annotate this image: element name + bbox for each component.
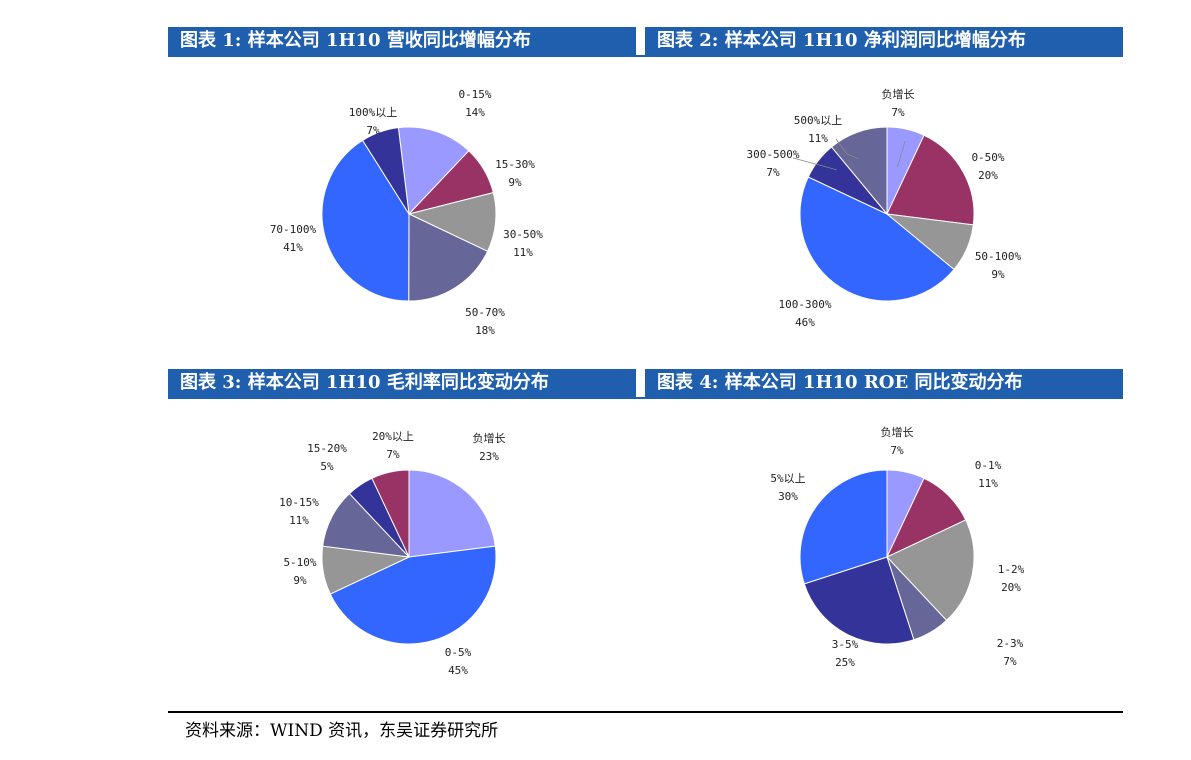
pie-4-slice-5-label: 3-5% — [832, 638, 859, 651]
pie-3-slice-4-pct: 11% — [289, 514, 309, 527]
pie-4-slice-1-label: 负增长 — [881, 425, 914, 439]
pie-4-slice-3-pct: 20% — [1001, 581, 1021, 594]
pie-3-slice-6-pct: 7% — [386, 448, 400, 461]
pie-3-slice-6-label: 20%以上 — [372, 430, 414, 443]
pie-4-slice-4-label: 2-3% — [997, 637, 1024, 650]
pie-2-slice-4 — [799, 176, 955, 302]
pie-chart-2: 负增长 7% 0-50% 20% 50-100% 9% 100-300% 46% 300-500… — [747, 87, 1022, 329]
pie-2-slice-6-label: 500%以上 — [794, 114, 843, 127]
pie-2-slice-3-pct: 9% — [991, 268, 1005, 281]
pie-1-slice-3-pct: 11% — [513, 246, 533, 259]
title-underline-bottom — [168, 397, 1123, 399]
source-note: 资料来源：WIND 资讯，东吴证券研究所 — [185, 721, 499, 741]
chart-2-title: 图表 2: 样本公司 1H10 净利润同比增幅分布 — [645, 27, 1123, 55]
pie-chart-4: 负增长 7% 0-1% 11% 1-2% 20% 2-3% 7% 3-5% 25% 5%以上 30% — [770, 425, 1025, 669]
pie-1-slice-6 — [361, 127, 410, 215]
chart-4-title: 图表 4: 样本公司 1H10 ROE 同比变动分布 — [645, 369, 1123, 397]
pie-3-slice-5-pct: 5% — [320, 460, 334, 473]
pie-4-slice-3 — [886, 519, 975, 622]
pie-4-slice-5-pct: 25% — [835, 656, 855, 669]
pie-1-slice-1 — [397, 126, 470, 216]
title-underline-top — [168, 55, 1123, 57]
pie-2-slice-4-pct: 46% — [795, 316, 815, 329]
pie-3-slice-2 — [329, 545, 497, 645]
pie-3-slice-3-pct: 9% — [293, 574, 307, 587]
pie-3-slice-1 — [408, 469, 496, 558]
pie-2-slice-2-label: 0-50% — [971, 151, 1004, 164]
pie-4-slice-6 — [799, 469, 888, 585]
pie-2-slice-1-pct: 7% — [891, 106, 905, 119]
pie-4-slice-2-pct: 11% — [978, 477, 998, 490]
pie-1-slice-5-label: 70-100% — [270, 223, 317, 236]
pie-1-slice-2-pct: 9% — [508, 176, 522, 189]
pie-2-slice-6 — [830, 126, 888, 216]
chart-3-title: 图表 3: 样本公司 1H10 毛利率同比变动分布 — [168, 369, 636, 397]
pie-4-slice-6-label: 5%以上 — [770, 472, 805, 485]
pie-4-slice-4-pct: 7% — [1003, 655, 1017, 668]
pie-chart-1: 0-15% 14% 15-30% 9% 30-50% 11% 50-70% 18% 70-100… — [270, 88, 543, 337]
pie-1-slice-1-label: 0-15% — [458, 88, 491, 101]
pie-2-slice-3-label: 50-100% — [975, 250, 1022, 263]
pie-3-slice-1-label: 负增长 — [473, 431, 506, 445]
pie-1-slice-2-label: 15-30% — [495, 158, 535, 171]
pie-3-slice-6 — [371, 469, 410, 558]
pie-3-slice-4-label: 10-15% — [279, 496, 319, 509]
pie-1-slice-1-pct: 14% — [465, 106, 485, 119]
pie-1-slice-3-label: 30-50% — [503, 228, 543, 241]
pie-2-slice-6-pct: 11% — [808, 132, 828, 145]
pie-3-slice-3-label: 5-10% — [283, 556, 316, 569]
pie-3-slice-5-label: 15-20% — [307, 442, 347, 455]
pie-2-slice-5-pct: 7% — [766, 166, 780, 179]
pie-2-slice-5-label: 300-500% — [747, 148, 800, 161]
pie-4-slice-2-label: 0-1% — [975, 459, 1002, 472]
pie-3-slice-2-pct: 45% — [448, 664, 468, 677]
pie-1-slice-4-label: 50-70% — [465, 306, 505, 319]
chart-1-title: 图表 1: 样本公司 1H10 营收同比增幅分布 — [168, 27, 636, 55]
pie-4-slice-6-pct: 30% — [778, 490, 798, 503]
pie-2-slice-1-label: 负增长 — [882, 87, 915, 101]
pie-2-leader-2 — [792, 157, 838, 171]
pie-1-slice-6-label: 100%以上 — [349, 106, 398, 119]
pie-1-slice-6-pct: 7% — [366, 124, 380, 137]
pie-4-slice-1-pct: 7% — [890, 444, 904, 457]
pie-2-leader-1 — [896, 140, 906, 168]
pie-2-leader-3 — [835, 138, 860, 160]
pie-1-slice-4 — [408, 213, 489, 302]
source-divider — [168, 711, 1123, 713]
pie-2-slice-2 — [886, 134, 975, 226]
pie-2-slice-4-label: 100-300% — [779, 298, 832, 311]
pie-4-slice-3-label: 1-2% — [998, 563, 1025, 576]
pie-1-slice-5 — [321, 139, 410, 302]
pie-chart-3: 负增长 23% 0-5% 45% 5-10% 9% 10-15% 11% 15-20% 5% 20%… — [279, 430, 506, 677]
pie-1-slice-4-pct: 18% — [475, 324, 495, 337]
pie-3-slice-1-pct: 23% — [479, 450, 499, 463]
pie-3-slice-2-label: 0-5% — [445, 646, 472, 659]
pie-2-slice-2-pct: 20% — [978, 169, 998, 182]
pie-4-slice-5 — [803, 556, 915, 645]
pie-1-slice-5-pct: 41% — [283, 241, 303, 254]
